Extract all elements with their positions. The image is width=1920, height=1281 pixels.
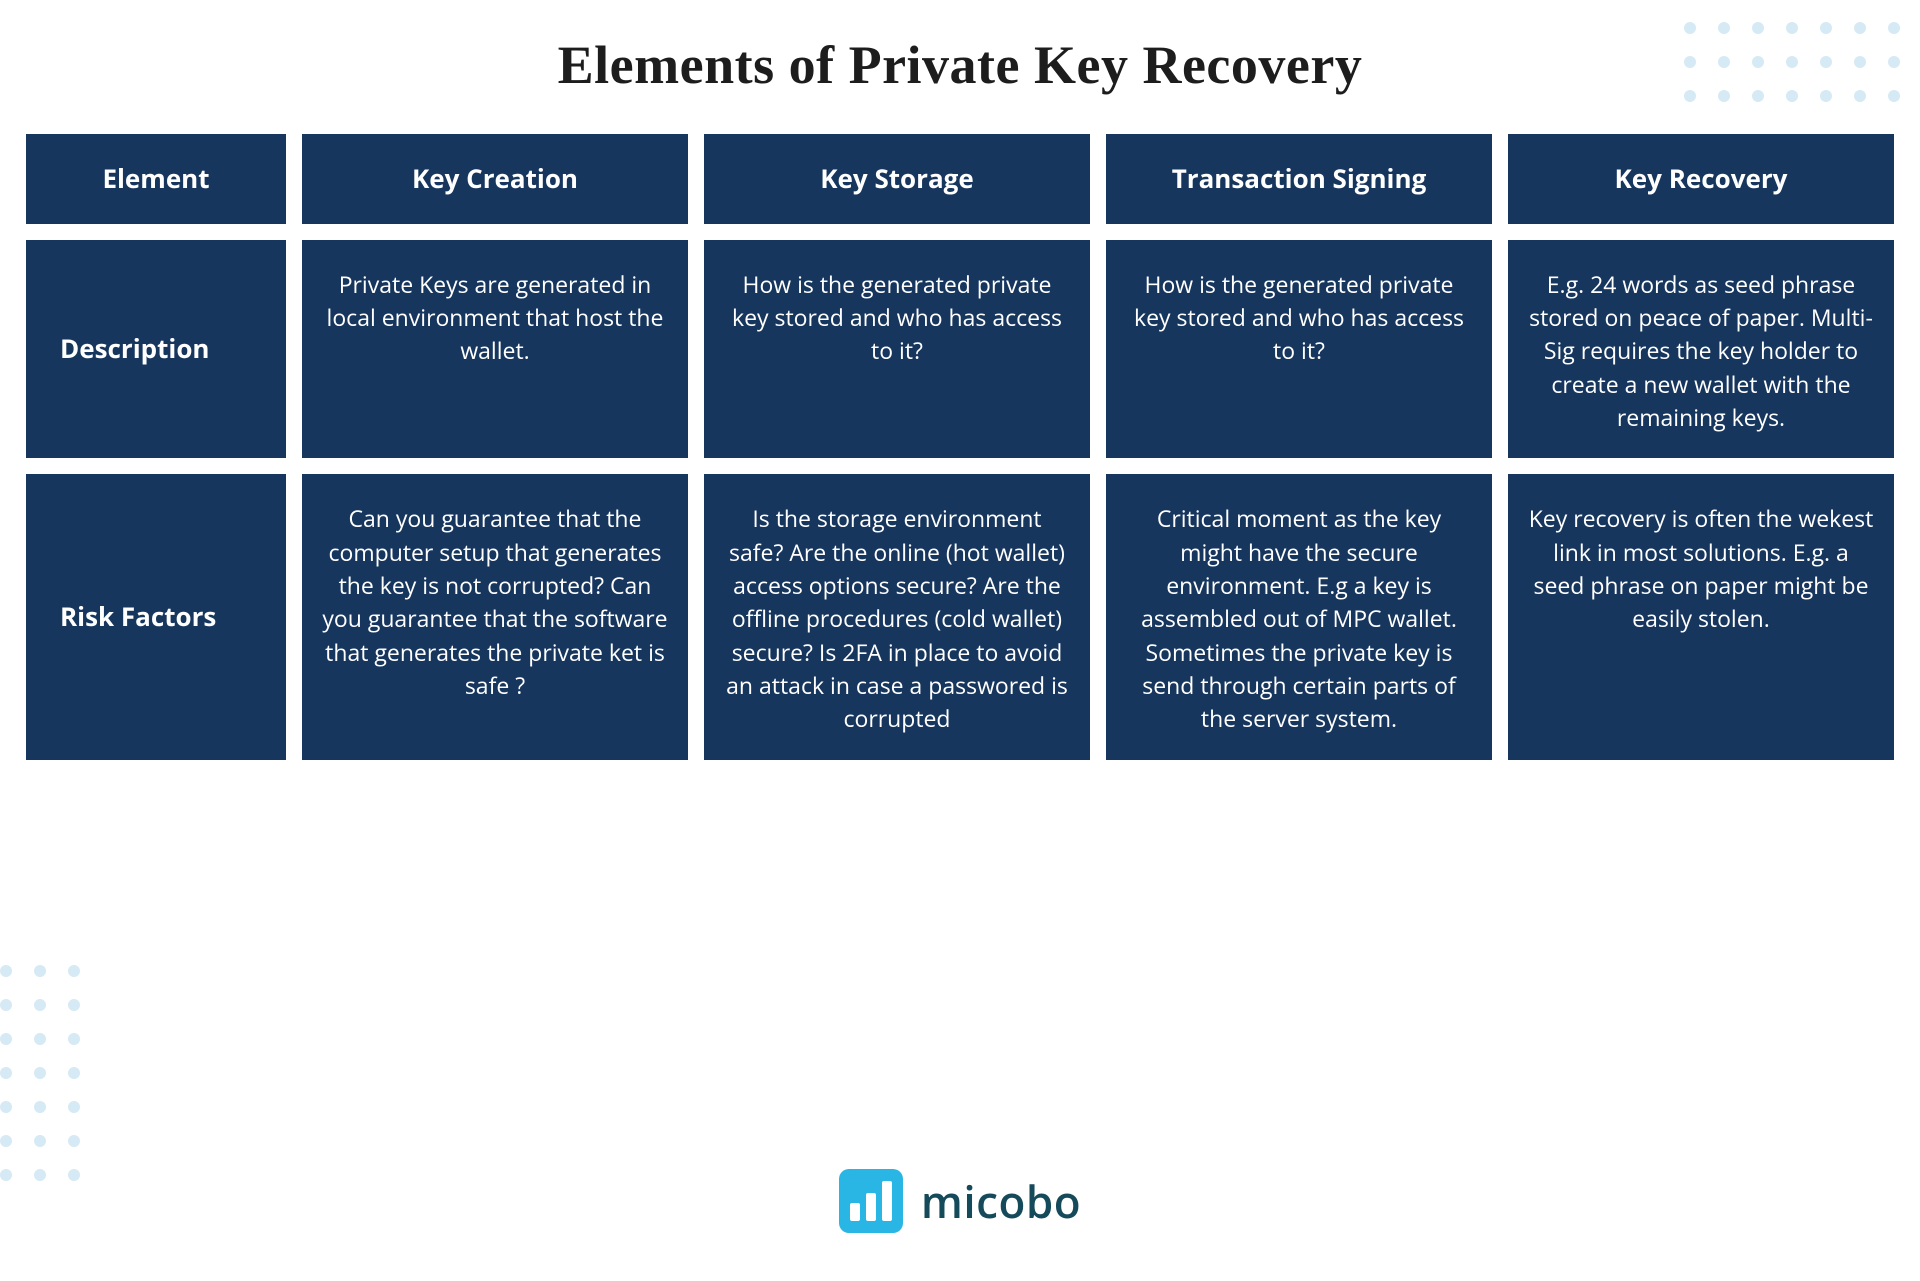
column-header-key-storage: Key Storage <box>704 134 1090 224</box>
cell-description-key-storage: How is the generated private key stored … <box>704 240 1090 459</box>
cell-description-key-creation: Private Keys are generated in local envi… <box>302 240 688 459</box>
brand-name: micobo <box>921 1171 1081 1231</box>
cell-risk-transaction-signing: Critical moment as the key might have th… <box>1106 474 1492 759</box>
cell-description-transaction-signing: How is the generated private key stored … <box>1106 240 1492 459</box>
row-label-description: Description <box>26 240 286 459</box>
column-header-key-creation: Key Creation <box>302 134 688 224</box>
cell-description-key-recovery: E.g. 24 words as seed phrase stored on p… <box>1508 240 1894 459</box>
decorative-dots-top-right <box>1684 22 1900 102</box>
column-header-key-recovery: Key Recovery <box>1508 134 1894 224</box>
cell-risk-key-storage: Is the storage environment safe? Are the… <box>704 474 1090 759</box>
bar-chart-icon <box>839 1169 903 1233</box>
brand-logo: micobo <box>0 1169 1920 1233</box>
column-header-element: Element <box>26 134 286 224</box>
column-header-transaction-signing: Transaction Signing <box>1106 134 1492 224</box>
comparison-table: Element Key Creation Key Storage Transac… <box>0 96 1920 760</box>
page-title: Elements of Private Key Recovery <box>0 0 1920 96</box>
decorative-dots-bottom-left <box>0 965 80 1181</box>
row-label-risk-factors: Risk Factors <box>26 474 286 759</box>
cell-risk-key-creation: Can you guarantee that the computer setu… <box>302 474 688 759</box>
cell-risk-key-recovery: Key recovery is often the wekest link in… <box>1508 474 1894 759</box>
